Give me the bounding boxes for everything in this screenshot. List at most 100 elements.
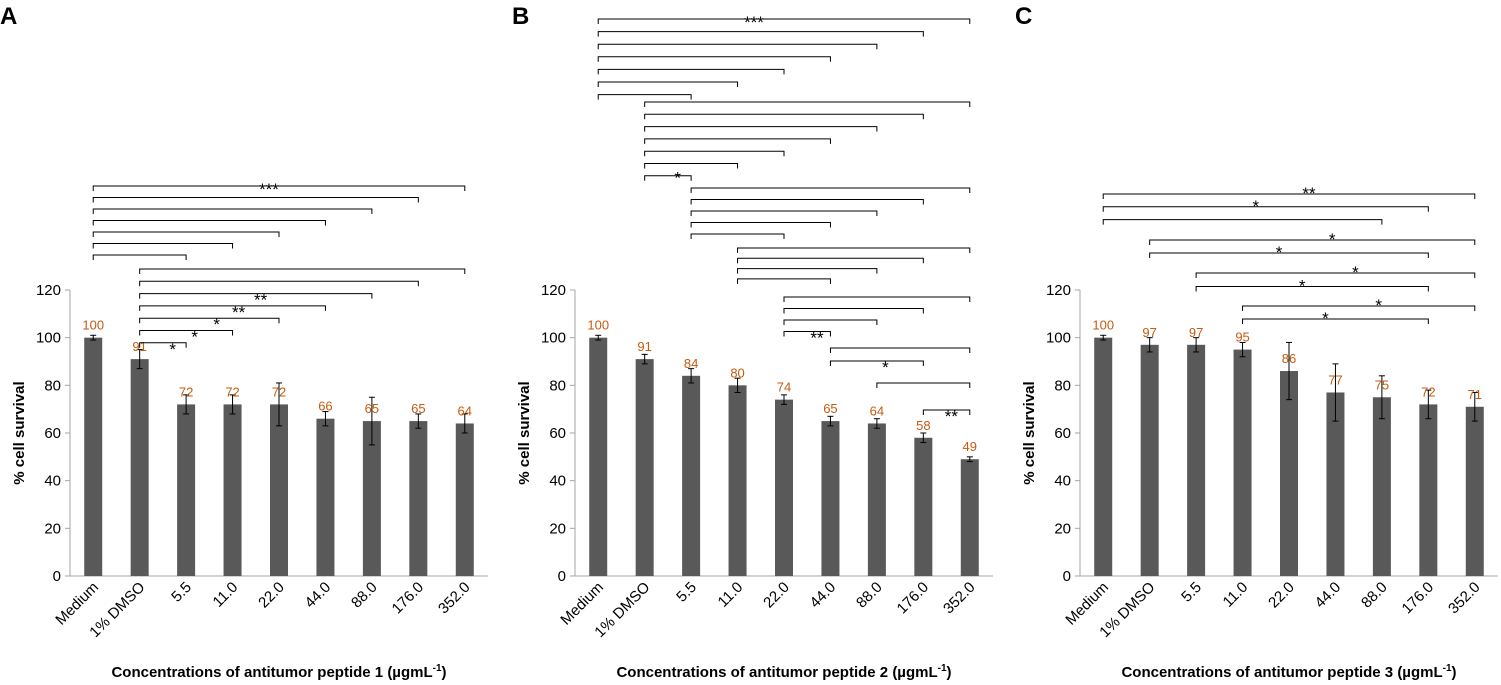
significance-bracket (644, 126, 878, 132)
x-tick-label: 5.5 (168, 579, 195, 606)
significance-bracket (1195, 286, 1429, 292)
x-tick-label: 44.0 (807, 579, 840, 612)
significance-bracket (737, 257, 924, 264)
x-tick-label: 44.0 (1312, 579, 1345, 612)
y-tick-label: 80 (44, 377, 61, 394)
data-label: 97 (1189, 325, 1203, 340)
x-axis-title-sup: -1 (938, 663, 947, 674)
x-tick-label: 88.0 (853, 579, 886, 612)
y-tick-label: 120 (36, 282, 61, 299)
significance-marker: ** (945, 407, 959, 426)
significance-bracket (1149, 239, 1476, 245)
significance-bracket (92, 197, 419, 203)
significance-bracket (644, 113, 924, 120)
data-label: 97 (1142, 325, 1156, 340)
panel-letter: C (1015, 3, 1032, 30)
bar (1465, 406, 1484, 576)
significance-bracket (690, 222, 831, 228)
y-tick-label: 60 (1054, 425, 1071, 442)
y-tick-label: 20 (1054, 520, 1071, 537)
significance-bracket (139, 293, 373, 299)
significance-bracket (597, 56, 831, 62)
bar (775, 399, 793, 576)
y-tick-label: 40 (549, 473, 566, 490)
significance-bracket (597, 81, 739, 87)
data-label: 100 (82, 318, 104, 333)
x-tick-label: 5.5 (673, 579, 700, 606)
data-label: 65 (365, 401, 379, 416)
bar (728, 385, 747, 576)
significance-bracket (92, 208, 373, 214)
data-label: 75 (1375, 377, 1389, 392)
significance-marker: * (1299, 277, 1306, 296)
bar (177, 404, 196, 576)
significance-bracket (737, 268, 878, 274)
significance-bracket (644, 138, 831, 144)
significance-bracket (1102, 206, 1429, 212)
significance-marker: ** (810, 329, 824, 348)
data-label: 71 (1468, 387, 1482, 402)
significance-bracket (1242, 318, 1429, 324)
bar (914, 437, 933, 576)
bar (1094, 337, 1113, 576)
bar (455, 423, 474, 576)
significance-marker: * (1352, 263, 1359, 282)
x-tick-label: 44.0 (302, 579, 335, 612)
data-label: 49 (963, 439, 977, 454)
y-tick-label: 100 (1046, 330, 1071, 347)
bar (821, 421, 840, 576)
y-axis-title: % cell survival (1021, 381, 1038, 484)
y-tick-label: 100 (36, 330, 61, 347)
significance-bracket (922, 409, 971, 415)
x-axis-title-main: Concentrations of antitumor peptide 3 (µ… (1121, 664, 1442, 681)
significance-bracket (783, 319, 878, 325)
data-label: 80 (730, 365, 744, 380)
significance-bracket (92, 185, 466, 191)
significance-marker: * (882, 358, 889, 377)
x-tick-label: 22.0 (760, 579, 793, 612)
significance-marker: * (1276, 243, 1283, 262)
x-tick-label: 5.5 (1178, 579, 1205, 606)
data-label: 74 (777, 380, 791, 395)
y-tick-label: 40 (44, 473, 61, 490)
bar (1372, 397, 1391, 576)
x-tick-label: 22.0 (255, 579, 288, 612)
significance-bracket (597, 31, 924, 37)
significance-bracket (644, 150, 785, 157)
y-axis-title: % cell survival (516, 381, 533, 484)
significance-marker: * (213, 315, 220, 334)
significance-bracket (690, 210, 878, 216)
significance-bracket (139, 280, 419, 287)
x-tick-label: 11.0 (714, 579, 746, 611)
bar (362, 421, 381, 576)
data-label: 84 (684, 356, 698, 371)
y-tick-label: 80 (1054, 377, 1071, 394)
data-label: 64 (870, 403, 884, 418)
x-tick-label: 176.0 (894, 579, 933, 618)
y-tick-label: 120 (1046, 282, 1071, 299)
bar (1233, 349, 1252, 576)
x-tick-label: 11.0 (1219, 579, 1251, 611)
x-axis-title: Concentrations of antitumor peptide 3 (µ… (1121, 663, 1456, 681)
significance-bracket (139, 268, 466, 274)
data-label: 86 (1282, 351, 1296, 366)
data-label: 72 (225, 384, 239, 399)
significance-bracket (597, 94, 692, 100)
data-label: 64 (458, 403, 472, 418)
y-tick-label: 80 (549, 377, 566, 394)
y-tick-label: 100 (541, 330, 566, 347)
significance-bracket (783, 296, 971, 302)
bar (635, 359, 654, 576)
bar (223, 404, 242, 576)
x-axis-title-main: Concentrations of antitumor peptide 1 (µ… (111, 664, 432, 681)
significance-marker: * (1375, 296, 1382, 315)
bar (84, 337, 103, 576)
x-axis-title-sup: -1 (433, 663, 442, 674)
x-axis-title-end: ) (947, 664, 952, 681)
significance-bracket (139, 317, 280, 324)
x-tick-label: 352.0 (1445, 579, 1484, 618)
significance-bracket (139, 305, 326, 311)
significance-bracket (783, 308, 924, 314)
significance-bracket (597, 68, 785, 75)
